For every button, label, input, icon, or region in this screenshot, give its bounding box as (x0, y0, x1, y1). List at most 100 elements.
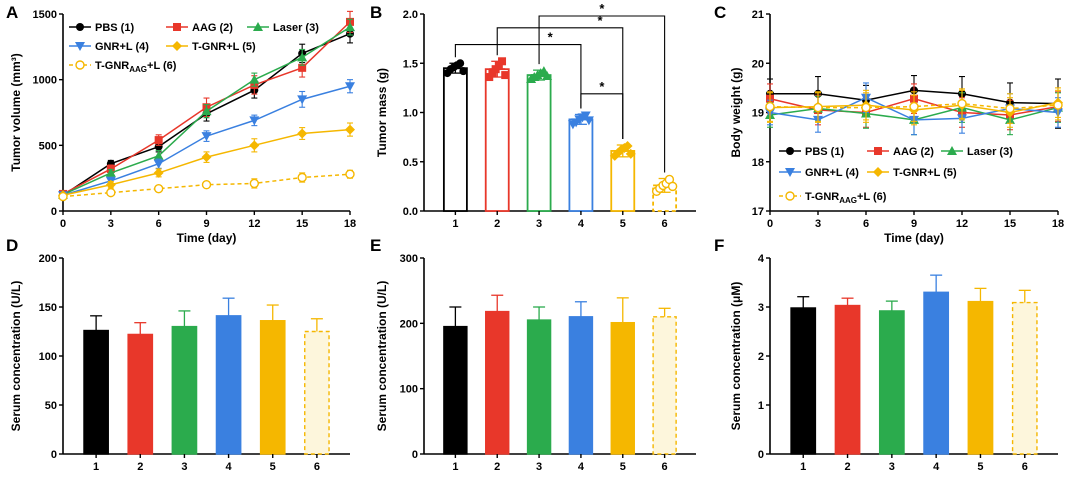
legend-label: GNR+L (4) (95, 41, 149, 53)
bar-group-1 (83, 315, 109, 455)
legend-swatch-marker (947, 146, 957, 155)
legend-label: PBS (1) (95, 22, 134, 34)
panel-label: B (370, 3, 382, 22)
data-point (765, 101, 775, 112)
legend-swatch-marker (75, 42, 85, 51)
data-point (1053, 100, 1063, 110)
bar (484, 68, 510, 212)
x-tick-label: 15 (296, 218, 308, 230)
legend-label: T-GNR+L (5) (192, 41, 256, 53)
x-tick-label: 4 (933, 461, 940, 473)
data-point (498, 57, 507, 66)
data-point (345, 124, 355, 135)
data-point (201, 132, 212, 142)
panel-D: 0 50 100 150 200 Serum concentration (U/L) D 1 2… (6, 236, 350, 473)
legend-label: T-GNR+L (5) (893, 167, 957, 179)
x-axis-title: Time (day) (884, 231, 944, 245)
bar-group-4 (568, 301, 594, 455)
x-tick-label: 6 (156, 218, 162, 230)
x-tick-label: 1 (800, 461, 806, 473)
bar (610, 321, 635, 455)
x-tick-label: 15 (1004, 218, 1016, 230)
data-point (456, 59, 465, 68)
significance-star: * (599, 79, 605, 94)
significance-bracket (454, 43, 582, 109)
x-tick-label: 3 (108, 218, 114, 230)
significance-bracket (496, 27, 624, 140)
legend-label-main: T-GNR (805, 191, 839, 203)
bar (259, 320, 286, 455)
y-tick-label: 18 (752, 157, 764, 169)
y-tick-label: 100 (39, 351, 57, 363)
x-tick-label: 6 (314, 461, 320, 473)
data-point (249, 140, 260, 151)
x-tick-label: 6 (662, 218, 668, 230)
bar (526, 319, 552, 455)
legend-label: AAG (2) (192, 22, 233, 34)
panel-label: F (714, 236, 724, 255)
bar-group-2 (484, 57, 510, 212)
bar (83, 329, 109, 455)
panel-E: 0 100 200 300 Serum concentration (U/L) E 1 2 3 4… (370, 236, 696, 473)
legend-swatch-marker (76, 23, 84, 31)
legend-label: T-GNRAAG+L (6) (95, 60, 177, 74)
y-tick-label: 19 (752, 108, 764, 120)
bar-group-1 (790, 296, 817, 455)
x-tick-label: 6 (1022, 461, 1028, 473)
y-axis-title: Serum concentration (μM) (729, 282, 743, 431)
legend-label-sub: AAG (129, 65, 147, 74)
x-tick-label: 3 (815, 218, 821, 230)
legend: PBS (1) AAG (2) Laser (3)GNR+L (4) T-GNR+L … (69, 22, 319, 74)
bar-group-2 (834, 297, 861, 455)
y-axis-title: Body weight (g) (729, 68, 743, 158)
legend-swatch-marker (785, 191, 795, 201)
x-tick-label: 12 (248, 218, 260, 230)
bar-group-4 (215, 297, 242, 455)
y-tick-label: 0.0 (403, 206, 418, 218)
data-point (459, 67, 468, 76)
bar (568, 316, 594, 455)
x-tick-label: 1 (452, 218, 458, 230)
y-tick-label: 17 (752, 206, 764, 218)
x-tick-label: 3 (889, 461, 895, 473)
data-point (909, 101, 919, 112)
data-point (249, 178, 260, 189)
data-point (625, 148, 636, 159)
x-tick-label: 4 (226, 461, 233, 473)
bar (127, 333, 154, 455)
bar-group-4 (567, 111, 594, 212)
data-point (345, 169, 355, 179)
data-point (153, 159, 164, 169)
x-tick-label: 4 (578, 461, 585, 473)
legend-label-sub: AAG (839, 196, 857, 205)
legend-swatch-marker (173, 23, 181, 31)
y-tick-label: 21 (752, 9, 764, 21)
bar (215, 315, 242, 455)
bar-group-4 (923, 274, 950, 455)
bar (652, 316, 677, 455)
x-tick-label: 4 (578, 218, 585, 230)
legend-label-main: T-GNR (95, 60, 129, 72)
data-point (249, 74, 260, 84)
y-axis-title: Serum concentration (U/L) (9, 281, 23, 432)
y-tick-label: 200 (400, 318, 418, 330)
data-point (345, 22, 355, 32)
x-tick-label: 5 (620, 461, 626, 473)
x-tick-label: 5 (977, 461, 983, 473)
x-tick-label: 2 (137, 461, 143, 473)
bar (834, 304, 861, 455)
y-tick-label: 3 (758, 302, 764, 314)
x-tick-label: 1 (93, 461, 99, 473)
bar (442, 67, 468, 212)
y-tick-label: 1500 (33, 9, 57, 21)
bar (878, 310, 905, 455)
y-tick-label: 2 (758, 351, 764, 363)
panel-C: 17 18 19 20 21 0 3 6 9 12 15 18 Time (day) Body weigh… (714, 3, 1064, 245)
y-tick-label: 500 (39, 140, 57, 152)
y-tick-label: 200 (39, 253, 57, 265)
significance-star: * (597, 13, 603, 28)
bar-group-6 (1011, 289, 1038, 455)
x-tick-label: 18 (1052, 218, 1064, 230)
data-point (345, 82, 355, 92)
